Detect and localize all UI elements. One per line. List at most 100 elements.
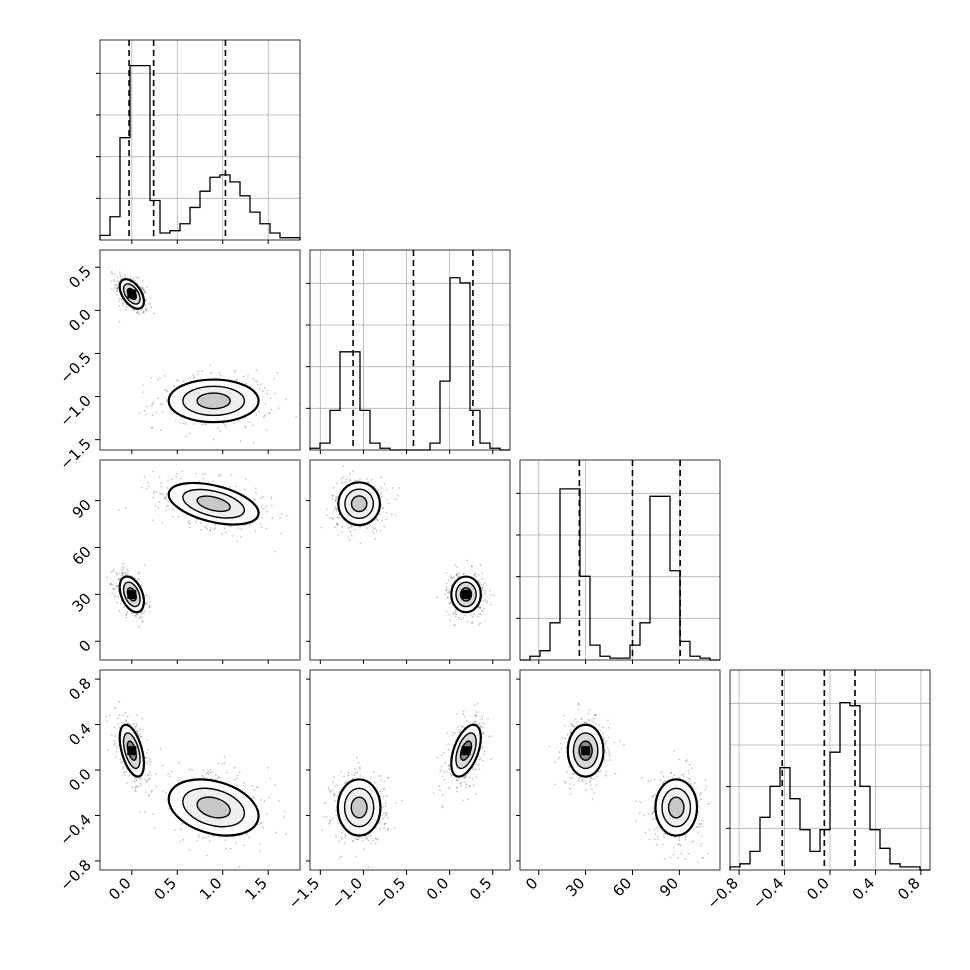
- scatter-point: [145, 309, 147, 312]
- scatter-point: [478, 768, 481, 771]
- scatter-point: [448, 613, 450, 616]
- scatter-point: [384, 814, 387, 817]
- scatter-point: [116, 287, 119, 290]
- scatter-point: [244, 478, 247, 480]
- scatter-point: [335, 809, 337, 812]
- scatter-point: [572, 725, 575, 728]
- scatter-point: [687, 852, 690, 855]
- scatter-point: [336, 522, 339, 525]
- scatter-point: [322, 815, 325, 818]
- histogram-panel-3: [726, 669, 931, 871]
- scatter-point: [254, 379, 257, 382]
- x-tick-label: 0.5: [466, 874, 496, 904]
- scatter-point: [137, 311, 139, 314]
- scatter-point: [351, 773, 353, 776]
- scatter-point: [148, 606, 151, 609]
- scatter-point: [136, 731, 138, 733]
- scatter-point: [142, 311, 145, 313]
- panel-frame: [519, 459, 721, 661]
- scatter-point: [145, 413, 148, 416]
- x-tick-label: −1.5: [285, 874, 323, 912]
- scatter-point: [155, 411, 157, 414]
- scatter-point: [268, 412, 271, 415]
- scatter-point: [481, 715, 484, 718]
- scatter-panel-3-2: [519, 669, 721, 871]
- scatter-point: [374, 519, 377, 521]
- scatter-point: [198, 836, 200, 839]
- scatter-point: [355, 838, 358, 841]
- scatter-point: [118, 280, 120, 283]
- scatter-point: [476, 703, 479, 705]
- scatter-point: [584, 721, 587, 724]
- scatter-point: [321, 829, 323, 832]
- scatter-point: [449, 601, 452, 604]
- scatter-point: [257, 786, 260, 789]
- scatter-point: [240, 536, 243, 539]
- scatter-point: [122, 304, 124, 307]
- scatter-point: [345, 478, 348, 481]
- scatter-point: [383, 788, 386, 791]
- density-fill-inner: [668, 797, 684, 818]
- contour-line: [455, 581, 477, 608]
- scatter-point: [118, 271, 121, 274]
- scatter-point: [210, 770, 213, 773]
- scatter-point: [121, 572, 124, 575]
- scatter-point: [182, 380, 185, 383]
- y-tick-label: −0.5: [56, 349, 94, 387]
- scatter-point: [255, 491, 257, 494]
- scatter-point: [161, 521, 163, 524]
- scatter-point: [149, 297, 152, 300]
- scatter-point: [108, 714, 111, 717]
- scatter-point: [577, 702, 580, 705]
- scatter-point: [349, 472, 352, 475]
- scatter-point: [456, 565, 458, 568]
- scatter-point: [365, 837, 368, 840]
- scatter-point: [212, 835, 215, 838]
- scatter-point: [264, 386, 266, 389]
- scatter-point: [336, 523, 339, 526]
- scatter-point: [145, 780, 148, 783]
- scatter-point: [222, 422, 225, 425]
- scatter-point: [135, 276, 138, 279]
- scatter-point: [470, 622, 473, 625]
- scatter-point: [447, 763, 450, 766]
- scatter-point: [458, 616, 461, 619]
- scatter-point: [197, 370, 200, 373]
- scatter-point: [605, 771, 608, 773]
- scatter-point: [680, 853, 683, 855]
- scatter-point: [332, 518, 335, 520]
- scatter-point: [139, 784, 142, 787]
- scatter-point: [698, 826, 701, 828]
- scatter-point: [454, 610, 457, 613]
- scatter-point: [571, 725, 573, 728]
- scatter-point: [110, 734, 113, 736]
- scatter-point: [350, 525, 353, 528]
- scatter-point: [436, 756, 439, 759]
- contour-line: [122, 581, 141, 608]
- scatter-point: [148, 793, 150, 796]
- scatter-point: [334, 784, 336, 787]
- y-tick-label: 0.0: [65, 765, 95, 795]
- scatter-point: [124, 276, 126, 279]
- scatter-point: [230, 474, 233, 477]
- scatter-point: [598, 770, 600, 773]
- scatter-point: [119, 758, 122, 761]
- scatter-point: [133, 779, 136, 782]
- scatter-point: [125, 573, 128, 576]
- scatter-point: [709, 802, 711, 804]
- contour-line: [122, 732, 141, 770]
- scatter-panel-1-0: [99, 249, 301, 451]
- scatter-point: [146, 778, 149, 781]
- scatter-point: [393, 827, 396, 830]
- scatter-point: [140, 735, 143, 738]
- contour-line: [182, 488, 246, 519]
- scatter-point: [678, 758, 681, 761]
- scatter-point: [448, 768, 450, 770]
- scatter-point: [223, 756, 226, 759]
- scatter-point: [336, 523, 338, 526]
- scatter-point: [193, 423, 195, 425]
- scatter-point: [171, 508, 174, 511]
- scatter-point: [701, 819, 704, 822]
- scatter-point: [693, 828, 695, 830]
- scatter-point: [246, 833, 248, 836]
